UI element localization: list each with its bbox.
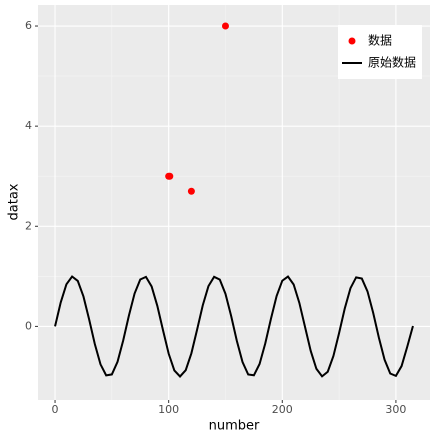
y-tick-label: 4 [25,119,32,132]
point [187,187,195,195]
legend-key [348,37,356,45]
x-tick-label: 0 [52,403,59,416]
x-tick-label: 200 [272,403,293,416]
x-axis-title: number [209,419,260,434]
legend-box [338,25,422,79]
x-tick-label: 300 [385,403,406,416]
line [54,275,414,378]
y-axis-title: datax [7,183,22,220]
point [166,172,174,180]
y-tick-label: 6 [25,19,32,32]
y-tick-label: 2 [25,219,32,232]
y-tick-label: 0 [25,319,32,332]
x-tick-label: 100 [158,403,179,416]
legend-label: 数据 [368,33,392,48]
point [221,22,229,30]
legend-label: 原始数据 [368,55,416,70]
